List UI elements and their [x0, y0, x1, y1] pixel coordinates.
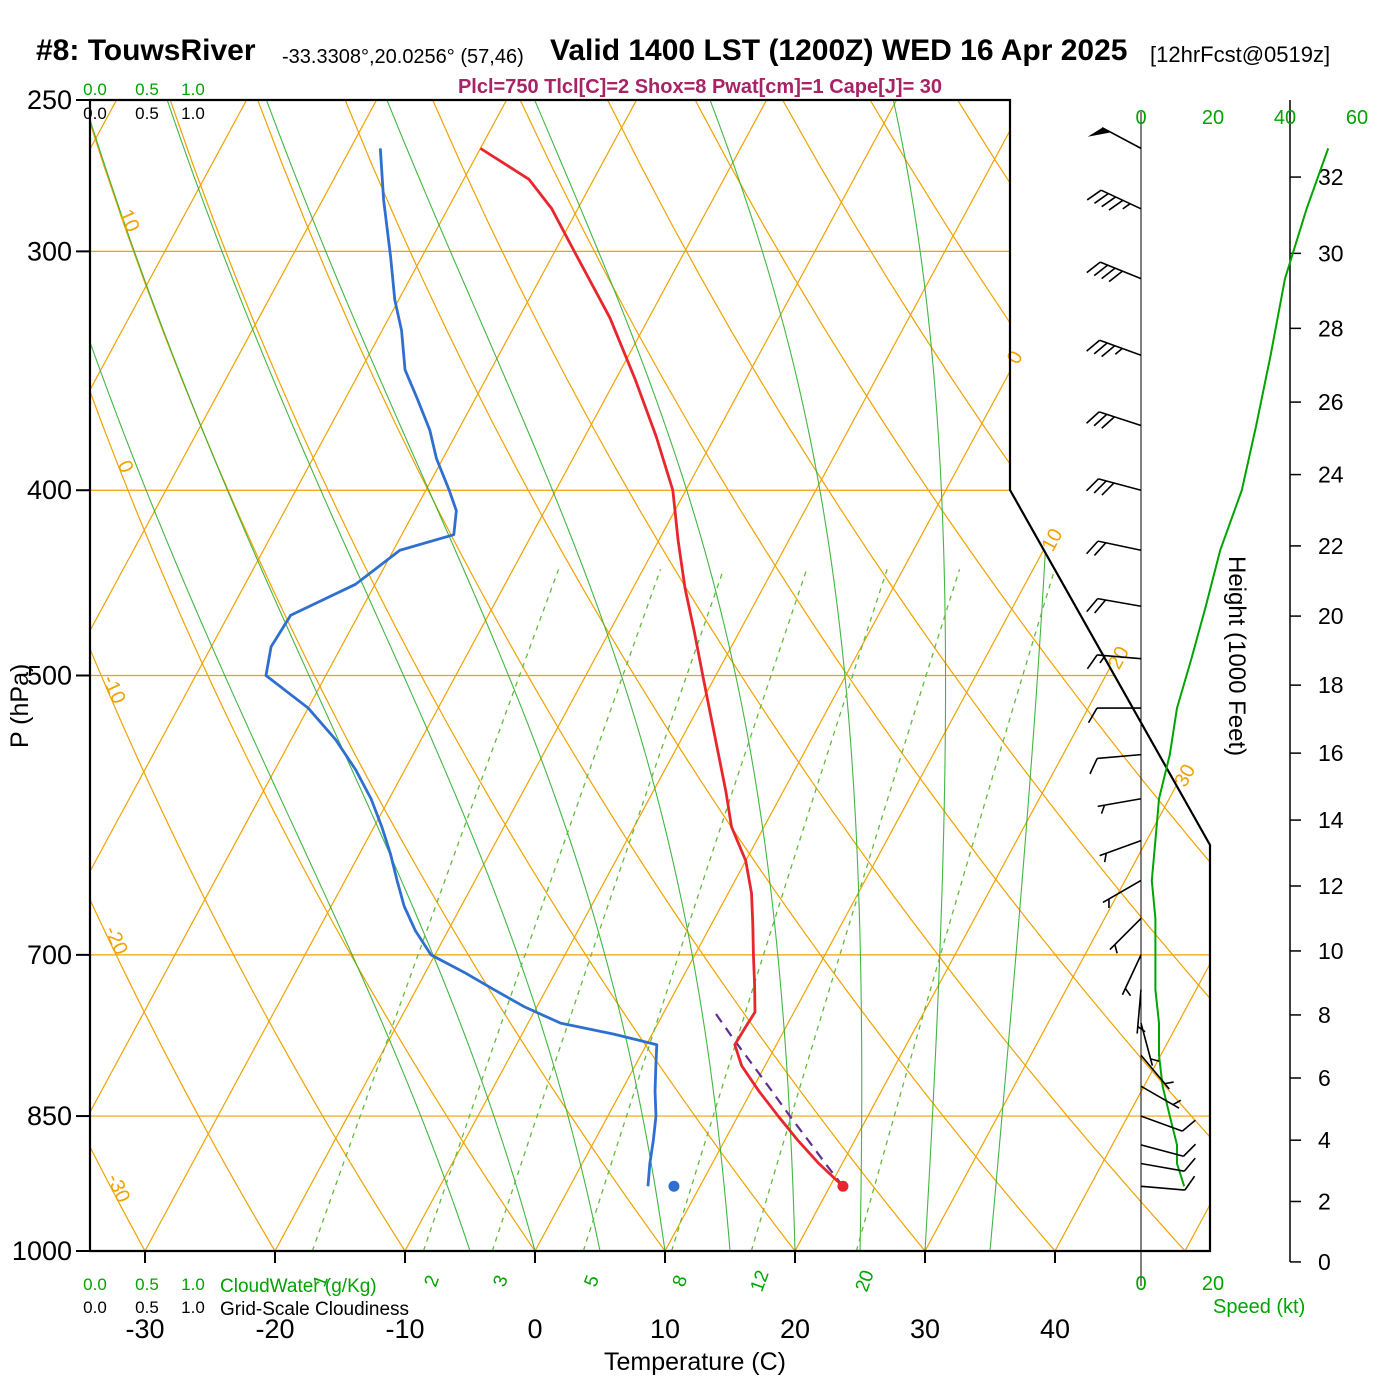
forecast-tag: [12hrFcst@0519z]: [1150, 42, 1331, 67]
svg-text:-20: -20: [255, 1314, 294, 1344]
svg-text:1.0: 1.0: [181, 1298, 205, 1317]
wind-barbs: [1085, 127, 1197, 1191]
cloudiness-label: Grid-Scale Cloudiness: [220, 1299, 410, 1320]
speed-axis: 0 20 40 600 20: [1135, 107, 1368, 1295]
svg-text:3: 3: [489, 1273, 512, 1290]
station-title: #8: TouwsRiver: [36, 34, 256, 67]
svg-text:500: 500: [27, 661, 72, 691]
svg-text:0: 0: [1003, 348, 1028, 368]
moist-adiabat-lines: [90, 100, 1056, 1251]
svg-text:-30: -30: [125, 1314, 164, 1344]
svg-text:0.5: 0.5: [135, 80, 159, 99]
svg-text:10: 10: [650, 1314, 680, 1344]
svg-text:30: 30: [1318, 240, 1344, 266]
svg-text:30: 30: [1170, 761, 1200, 791]
surface-dewpoint-dot: [668, 1180, 680, 1192]
svg-text:0.5: 0.5: [135, 1275, 159, 1294]
svg-text:40: 40: [1040, 1314, 1070, 1344]
svg-text:-30: -30: [102, 1171, 134, 1206]
svg-text:5: 5: [581, 1273, 604, 1290]
svg-text:20: 20: [780, 1314, 810, 1344]
svg-text:30: 30: [910, 1314, 940, 1344]
stability-indices-line: Plcl=750 Tlcl[C]=2 Shox=8 Pwat[cm]=1 Cap…: [457, 76, 943, 98]
svg-text:14: 14: [1318, 807, 1344, 833]
surface-temp-dot: [837, 1180, 849, 1192]
svg-text:20: 20: [1202, 1273, 1224, 1295]
svg-text:0.0: 0.0: [83, 1275, 107, 1294]
svg-text:20: 20: [852, 1268, 879, 1295]
temperature-axis-label: Temperature (C): [604, 1348, 786, 1376]
svg-text:2: 2: [1318, 1188, 1331, 1214]
svg-text:10: 10: [1038, 525, 1068, 555]
svg-text:2: 2: [421, 1273, 444, 1290]
svg-text:0.0: 0.0: [83, 80, 107, 99]
svg-text:16: 16: [1318, 740, 1344, 766]
svg-text:24: 24: [1318, 462, 1344, 488]
svg-text:300: 300: [27, 236, 72, 266]
temperature-axis: -30 -20 -10 0 10 20 30 40: [125, 1251, 1070, 1344]
dry-adiabat-lines: [90, 100, 1210, 1251]
svg-text:0.0: 0.0: [83, 104, 107, 123]
temperature-curve: [479, 147, 844, 1188]
svg-text:18: 18: [1318, 672, 1344, 698]
svg-text:60: 60: [1346, 107, 1368, 129]
isobar-lines: [90, 250, 1210, 1117]
svg-text:0: 0: [527, 1314, 542, 1344]
svg-text:0.5: 0.5: [135, 104, 159, 123]
svg-text:1.0: 1.0: [181, 104, 205, 123]
parcel-path: [713, 1011, 844, 1187]
station-coordinates: -33.3308°,20.0256° (57,46): [282, 46, 524, 68]
svg-text:1.0: 1.0: [181, 1275, 205, 1294]
svg-text:10: 10: [1318, 938, 1344, 964]
cloud-scale-rows: 0.0 0.0 0.0 0.0 0.5 0.5 0.5 0.5 1.0 1.0 1.0 1.0: [83, 80, 205, 1317]
svg-text:22: 22: [1318, 533, 1344, 559]
svg-text:1.0: 1.0: [181, 80, 205, 99]
pressure-axis: 250 300 400 500 700 850 1000: [12, 85, 90, 1266]
dewpoint-curve: [264, 148, 659, 1187]
svg-text:8: 8: [1318, 1002, 1331, 1028]
svg-text:0: 0: [1318, 1249, 1331, 1275]
svg-text:0.5: 0.5: [135, 1298, 159, 1317]
cloudwater-label: CloudWater (g/Kg): [220, 1276, 377, 1297]
svg-text:400: 400: [27, 475, 72, 505]
svg-text:32: 32: [1318, 164, 1344, 190]
svg-text:6: 6: [1318, 1065, 1331, 1091]
svg-text:12: 12: [1318, 873, 1344, 899]
svg-text:4: 4: [1318, 1127, 1331, 1153]
svg-text:20: 20: [1202, 107, 1224, 129]
height-axis-label: Height (1000 Feet): [1223, 556, 1250, 757]
mixing-ratio-lines: [311, 569, 1056, 1251]
svg-text:28: 28: [1318, 315, 1344, 341]
speed-axis-label: Speed (kt): [1213, 1296, 1306, 1318]
svg-text:20: 20: [1318, 603, 1344, 629]
speed-profile-curve: [1150, 148, 1330, 1187]
svg-text:12: 12: [747, 1268, 774, 1295]
svg-text:850: 850: [27, 1101, 72, 1131]
svg-text:1000: 1000: [12, 1236, 72, 1266]
svg-text:0.0: 0.0: [83, 1298, 107, 1317]
svg-text:-20: -20: [100, 923, 132, 958]
valid-time-title: Valid 1400 LST (1200Z) WED 16 Apr 2025: [550, 34, 1128, 67]
svg-text:0: 0: [1135, 107, 1146, 129]
svg-text:-10: -10: [385, 1314, 424, 1344]
svg-text:250: 250: [27, 85, 72, 115]
svg-text:0: 0: [1135, 1273, 1146, 1295]
background-grid: [90, 100, 1210, 1251]
svg-text:40: 40: [1274, 107, 1296, 129]
pressure-axis-label: P (hPa): [6, 663, 34, 748]
svg-text:8: 8: [669, 1273, 692, 1290]
svg-text:26: 26: [1318, 389, 1344, 415]
svg-text:700: 700: [27, 940, 72, 970]
